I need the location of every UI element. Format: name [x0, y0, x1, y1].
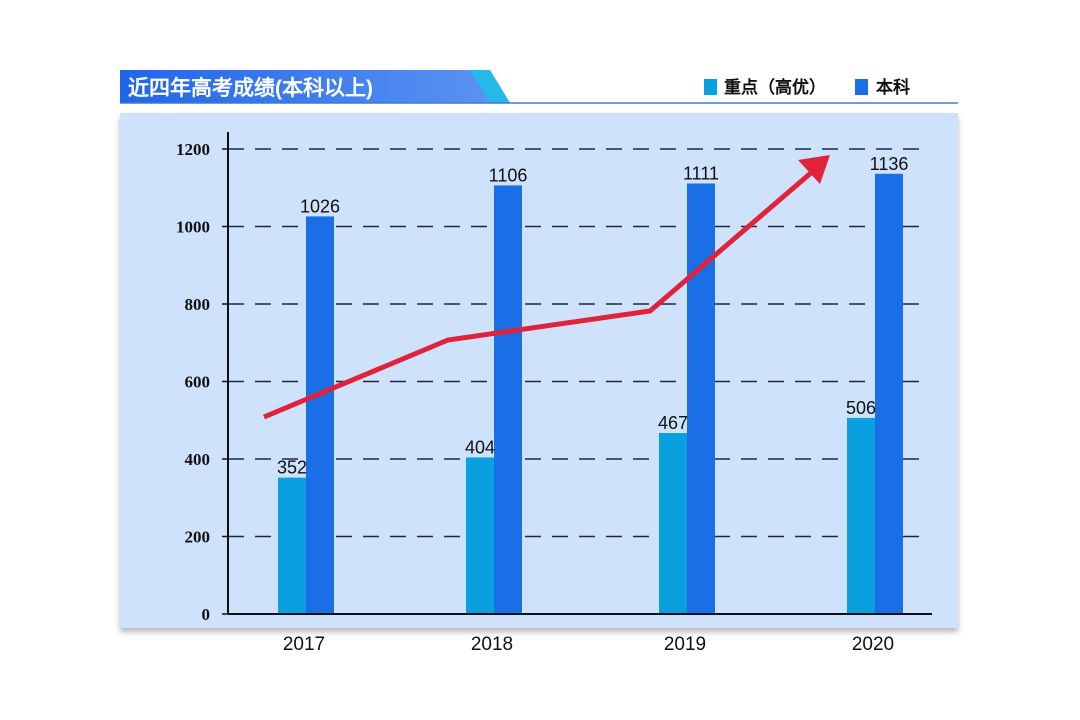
bar-2018-key: [466, 457, 494, 614]
legend-swatch-undergrad: [855, 79, 868, 95]
x-tick-label: 2019: [664, 634, 706, 655]
data-label: 467: [658, 413, 688, 433]
bar-2019-undergrad: [687, 183, 715, 615]
x-tick-label: 2017: [283, 634, 325, 655]
bar-2017-undergrad: [306, 216, 334, 615]
y-tick-label: 1200: [176, 140, 210, 159]
y-tick-label: 200: [185, 528, 211, 547]
data-label: 506: [846, 398, 876, 418]
legend-label-key: 重点（高优）: [724, 77, 826, 97]
bar-2020-undergrad: [875, 173, 903, 615]
data-label: 1111: [683, 163, 719, 183]
legend-label-undergrad: 本科: [876, 77, 910, 97]
y-tick-label: 400: [185, 450, 211, 469]
bar-2017-key: [278, 477, 306, 614]
data-label: 1136: [870, 154, 909, 174]
bar-2020-key: [847, 417, 875, 614]
title-banner: 近四年高考成绩(本科以上): [120, 70, 958, 104]
data-label: 1106: [489, 165, 528, 185]
data-label: 352: [277, 458, 307, 478]
plot-background: [120, 113, 958, 628]
bar-2018-undergrad: [494, 185, 522, 615]
x-tick-label: 2018: [471, 634, 513, 655]
data-label: 404: [465, 437, 495, 457]
y-tick-label: 800: [185, 295, 211, 314]
trend-arrow: [263, 155, 830, 420]
bar-2019-key: [659, 433, 687, 614]
legend: 重点（高优） 本科: [704, 77, 910, 97]
x-tick-label: 2020: [852, 634, 894, 655]
legend-swatch-key: [704, 79, 717, 95]
y-tick-label: 600: [185, 373, 211, 392]
data-label: 1026: [300, 196, 340, 216]
y-tick-label: 0: [202, 605, 211, 624]
y-tick-label: 1000: [176, 218, 210, 237]
chart-title: 近四年高考成绩(本科以上): [128, 76, 373, 100]
